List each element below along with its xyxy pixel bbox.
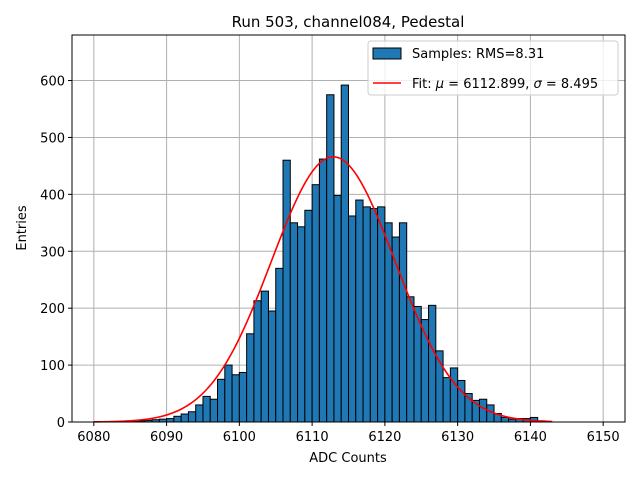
legend-fit-sigma-symbol: σ	[534, 77, 543, 92]
x-tick-label: 6110	[296, 430, 329, 445]
histogram-bar	[231, 374, 240, 423]
legend-fit-sigma-value: = 8.495	[542, 77, 598, 92]
y-tick-label: 100	[40, 359, 65, 374]
histogram-bar	[478, 398, 488, 423]
histogram-bar	[209, 398, 219, 423]
fit-curve-layer	[93, 155, 553, 423]
x-tick-label: 6080	[77, 430, 110, 445]
x-tick-label: 6100	[223, 430, 256, 445]
histogram-bar	[318, 158, 328, 423]
histogram-bar	[333, 194, 342, 423]
axis-ticks: 6080 6090 6100 6110 6120 6130 6140 6150 0 100 200 3…	[40, 75, 620, 445]
histogram-bar	[340, 84, 350, 423]
histogram-bar	[173, 415, 182, 423]
histogram-bar	[260, 290, 269, 423]
histogram-bar	[311, 184, 320, 423]
x-axis-label: ADC Counts	[309, 451, 387, 466]
histogram-bar	[377, 206, 386, 423]
y-tick-label: 500	[40, 131, 65, 146]
legend-fit-label: Fit: μ = 6112.899, σ = 8.495	[412, 77, 598, 92]
legend: Samples: RMS=8.31 Fit: μ = 6112.899, σ =…	[367, 40, 619, 96]
histogram-bar	[267, 310, 277, 423]
y-tick-label: 300	[40, 245, 65, 260]
histogram-bar	[166, 418, 175, 423]
legend-histogram-swatch	[372, 47, 402, 60]
x-tick-label: 6090	[150, 430, 183, 445]
histogram-bar	[202, 395, 211, 423]
gaussian-fit-curve	[93, 155, 553, 423]
y-tick-label: 0	[57, 416, 65, 431]
histogram-bar	[486, 404, 495, 423]
histogram-bar	[326, 94, 335, 423]
x-tick-label: 6130	[441, 430, 474, 445]
histogram-bar	[187, 411, 197, 423]
histogram-bar	[238, 371, 248, 423]
y-axis-label: Entries	[15, 205, 30, 251]
histogram-bar	[355, 199, 364, 423]
histogram-bar	[457, 379, 466, 423]
histogram-bar	[195, 404, 204, 423]
legend-fit-prefix: Fit:	[412, 77, 436, 92]
histogram-bar	[289, 222, 299, 423]
histogram-bar	[449, 367, 459, 423]
y-tick-label: 200	[40, 302, 65, 317]
histogram-bar	[348, 215, 357, 423]
histogram-bar	[275, 267, 284, 423]
histogram-bar	[304, 209, 313, 423]
histogram-bar	[253, 300, 262, 423]
x-tick-label: 6140	[514, 430, 547, 445]
y-tick-label: 400	[40, 188, 65, 203]
histogram-bar	[406, 296, 415, 423]
x-tick-label: 6120	[368, 430, 401, 445]
histogram-bar	[500, 416, 510, 423]
histogram-bar	[246, 333, 255, 423]
histogram-bar	[180, 413, 189, 423]
legend-fit-mu-symbol: μ	[435, 77, 444, 92]
chart-title: Run 503, channel084, Pedestal	[232, 13, 465, 31]
histogram-bar	[297, 226, 306, 423]
y-tick-label: 600	[40, 75, 65, 90]
plot-frame	[71, 34, 626, 423]
legend-box	[367, 40, 619, 96]
histogram-bar	[442, 377, 451, 423]
histogram-bar	[369, 208, 379, 423]
legend-histogram-label: Samples: RMS=8.31	[412, 47, 544, 62]
histogram-bar	[398, 222, 408, 423]
histogram-bar	[224, 364, 233, 423]
legend-fit-mu-value: = 6112.899,	[444, 77, 533, 92]
histogram-bar	[428, 304, 437, 423]
histogram-bar	[282, 159, 291, 423]
histogram-bar	[217, 378, 226, 423]
x-tick-label: 6150	[587, 430, 620, 445]
histogram-bar	[362, 206, 371, 423]
